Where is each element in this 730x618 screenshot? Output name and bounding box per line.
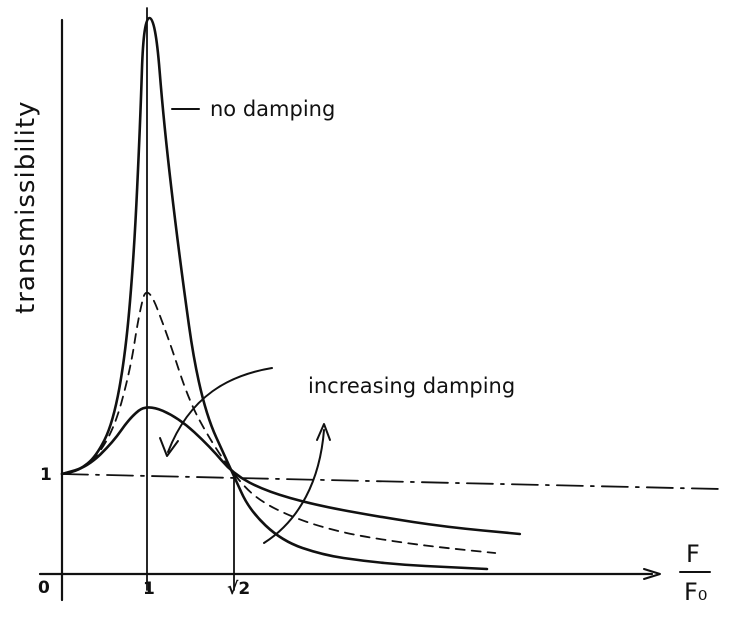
annotation-increasing-damping: increasing damping: [308, 374, 515, 398]
increasing-damping-arrow-upper: [167, 367, 273, 453]
increasing-damping-arrow-lower: [263, 429, 325, 544]
x-axis-arrowhead: [643, 568, 661, 580]
series-line-2: [61, 291, 497, 554]
axes: [38, 18, 661, 602]
series-line-1: [60, 16, 489, 571]
increasing-damping-arrowhead-lower: [316, 423, 331, 441]
increasing-damping-arrowhead-upper: [159, 437, 179, 457]
x-tick-label-sqrt2: √2: [227, 579, 250, 599]
series-layer: [60, 16, 522, 571]
y-axis-label: transmissibility: [11, 101, 41, 314]
x-tick-label-1: 1: [143, 579, 155, 599]
series-line-3: [60, 406, 522, 536]
annotation-no-damping: no damping: [210, 97, 335, 121]
x-tick-label-0: 0: [38, 578, 50, 598]
y-tick-label-1: 1: [40, 465, 52, 485]
x-label-denominator: F₀: [684, 578, 707, 606]
x-label-numerator: F: [686, 540, 700, 568]
reference-line-y1: [61, 473, 721, 490]
